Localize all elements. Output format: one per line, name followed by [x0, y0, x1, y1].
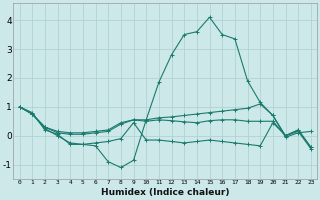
X-axis label: Humidex (Indice chaleur): Humidex (Indice chaleur) — [101, 188, 229, 197]
